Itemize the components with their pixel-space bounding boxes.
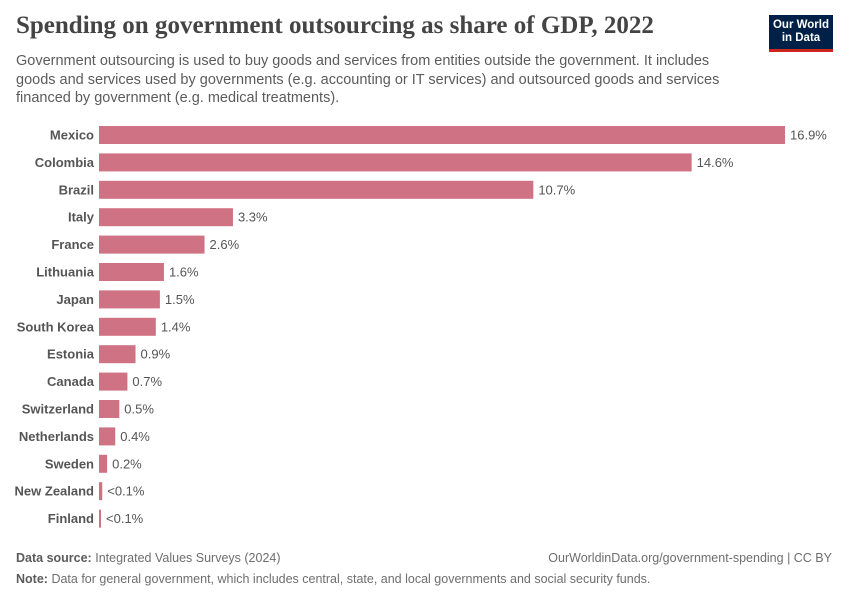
bar-sweden[interactable]: [99, 454, 108, 473]
category-label-japan: Japan: [56, 292, 94, 307]
bar-switzerland[interactable]: [99, 400, 120, 418]
value-label-sweden: 0.2%: [112, 456, 142, 471]
note-label: Note:: [16, 572, 48, 586]
logo-line-1: Our World: [772, 19, 829, 31]
data-source-link[interactable]: Integrated Values Surveys (2024): [95, 551, 281, 565]
bar-france[interactable]: [99, 235, 205, 254]
footer: Data source: Integrated Values Surveys (…: [16, 548, 832, 590]
bar-canada[interactable]: [99, 372, 128, 391]
value-label-canada: 0.7%: [132, 374, 162, 389]
category-label-sweden: Sweden: [45, 456, 94, 471]
value-label-switzerland: 0.5%: [124, 402, 154, 417]
value-label-lithuania: 1.6%: [169, 265, 199, 280]
bar-chart: Mexico 16.9% Colombia 14.6% Brazil 10.7% Italy…: [15, 126, 827, 528]
value-label-italy: 3.3%: [238, 210, 268, 225]
value-label-south-korea: 1.4%: [161, 319, 191, 334]
bar-brazil[interactable]: [99, 180, 534, 199]
category-label-colombia: Colombia: [35, 155, 95, 170]
category-label-south-korea: South Korea: [17, 319, 95, 334]
category-label-brazil: Brazil: [59, 182, 94, 197]
owid-logo[interactable]: Our World in Data: [769, 15, 833, 52]
category-label-estonia: Estonia: [47, 347, 95, 362]
logo-line-2: in Data: [781, 32, 821, 44]
bar-lithuania[interactable]: [99, 263, 164, 281]
value-label-france: 2.6%: [210, 237, 240, 252]
data-source: Data source: Integrated Values Surveys (…: [16, 548, 281, 569]
category-label-france: France: [51, 237, 94, 252]
bar-new-zealand[interactable]: [99, 482, 103, 501]
category-label-italy: Italy: [68, 210, 95, 225]
value-label-finland: <0.1%: [106, 511, 144, 526]
bar-mexico[interactable]: [99, 126, 785, 144]
category-label-lithuania: Lithuania: [36, 265, 95, 280]
bar-finland[interactable]: [99, 509, 102, 528]
bar-south-korea[interactable]: [99, 317, 156, 336]
bar-japan[interactable]: [99, 290, 160, 309]
bar-estonia[interactable]: [99, 345, 136, 364]
note-text: Data for general government, which inclu…: [51, 572, 651, 586]
value-label-colombia: 14.6%: [697, 155, 734, 170]
value-label-mexico: 16.9%: [790, 128, 827, 143]
value-label-brazil: 10.7%: [538, 182, 575, 197]
category-label-finland: Finland: [48, 511, 94, 526]
value-label-new-zealand: <0.1%: [107, 484, 145, 499]
bar-colombia[interactable]: [99, 153, 692, 172]
category-label-switzerland: Switzerland: [22, 402, 94, 417]
bar-italy[interactable]: [99, 208, 233, 227]
category-label-mexico: Mexico: [50, 128, 94, 143]
bar-netherlands[interactable]: [99, 427, 116, 446]
category-label-netherlands: Netherlands: [19, 429, 94, 444]
data-source-label: Data source:: [16, 551, 92, 565]
chart-subtitle: Government outsourcing is used to buy go…: [16, 53, 720, 106]
value-label-japan: 1.5%: [165, 292, 195, 307]
chart-title: Spending on government outsourcing as sh…: [16, 12, 654, 39]
value-label-estonia: 0.9%: [141, 347, 171, 362]
category-label-canada: Canada: [47, 374, 95, 389]
category-label-new-zealand: New Zealand: [15, 484, 95, 499]
note: Note: Data for general government, which…: [16, 569, 650, 590]
value-label-netherlands: 0.4%: [120, 429, 150, 444]
source-url-link[interactable]: OurWorldinData.org/government-spending |…: [548, 551, 832, 565]
